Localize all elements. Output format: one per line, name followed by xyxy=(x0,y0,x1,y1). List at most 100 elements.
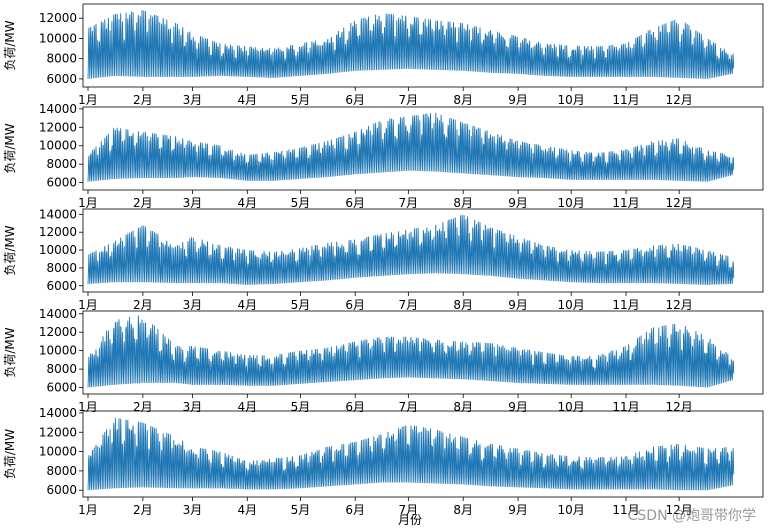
y-tick-label: 12000 xyxy=(39,425,77,439)
x-tick-label: 4月 xyxy=(237,93,257,107)
x-tick-label: 10月 xyxy=(558,400,585,414)
load-series-line xyxy=(87,112,735,182)
x-tick-label: 12月 xyxy=(665,400,692,414)
load-series-line xyxy=(87,214,735,285)
chart-panel-3: 6000 8000 10000 12000 14000 1月 2月 3月 4月 5月 6月 7月 8月 9… xyxy=(3,207,764,312)
y-tick-label: 6000 xyxy=(46,381,77,395)
x-tick-label: 4月 xyxy=(237,298,257,312)
y-tick-label: 10000 xyxy=(39,139,77,153)
watermark: CSDN @炮哥带你学 xyxy=(627,508,756,524)
x-tick-label: 7月 xyxy=(399,196,419,210)
x-tick-label: 7月 xyxy=(399,503,419,517)
x-tick-label: 12月 xyxy=(665,93,692,107)
y-tick-label: 14000 xyxy=(39,207,77,221)
y-tick-label: 8000 xyxy=(46,464,77,478)
x-tick-label: 7月 xyxy=(399,93,419,107)
x-tick-label: 11月 xyxy=(612,400,639,414)
y-tick-label: 10000 xyxy=(39,243,77,257)
y-tick-label: 10000 xyxy=(39,344,77,358)
x-tick-label: 1月 xyxy=(78,93,98,107)
y-tick-label: 6000 xyxy=(46,483,77,497)
x-tick-label: 8月 xyxy=(453,93,473,107)
y-axis-label: 负荷/MW xyxy=(3,20,17,70)
x-tick-label: 3月 xyxy=(183,400,203,414)
x-tick-label: 8月 xyxy=(453,298,473,312)
x-tick-label: 7月 xyxy=(399,298,419,312)
x-tick-label: 9月 xyxy=(508,93,528,107)
x-tick-label: 2月 xyxy=(133,400,153,414)
x-tick-label: 9月 xyxy=(508,503,528,517)
x-tick-label: 8月 xyxy=(453,400,473,414)
x-axis-label: 月份 xyxy=(398,513,422,527)
y-axis-label: 负荷/MW xyxy=(3,327,17,377)
x-tick-label: 6月 xyxy=(345,400,365,414)
x-tick-label: 9月 xyxy=(508,400,528,414)
x-tick-label: 3月 xyxy=(183,503,203,517)
x-tick-label: 9月 xyxy=(508,298,528,312)
x-tick-label: 10月 xyxy=(558,298,585,312)
y-tick-label: 6000 xyxy=(46,279,77,293)
x-tick-label: 5月 xyxy=(291,196,311,210)
y-tick-label: 10000 xyxy=(39,31,77,45)
x-tick-label: 9月 xyxy=(508,196,528,210)
x-tick-label: 11月 xyxy=(612,298,639,312)
axes-frame-4 xyxy=(82,310,764,395)
x-tick-label: 3月 xyxy=(183,298,203,312)
x-tick-label: 11月 xyxy=(612,503,639,517)
x-tick-label: 6月 xyxy=(345,196,365,210)
x-tick-label: 2月 xyxy=(133,298,153,312)
x-tick-label: 12月 xyxy=(665,298,692,312)
y-tick-label: 10000 xyxy=(39,445,77,459)
x-tick-label: 5月 xyxy=(291,503,311,517)
y-tick-label: 6000 xyxy=(46,176,77,190)
y-tick-label: 14000 xyxy=(39,307,77,321)
y-tick-label: 12000 xyxy=(39,225,77,239)
axes-frame-5 xyxy=(82,410,764,498)
y-tick-label: 12000 xyxy=(39,325,77,339)
x-tick-label: 1月 xyxy=(78,503,98,517)
x-tick-label: 10月 xyxy=(558,93,585,107)
x-tick-label: 10月 xyxy=(558,503,585,517)
y-axis-label: 负荷/MW xyxy=(3,429,17,479)
x-tick-label: 4月 xyxy=(237,503,257,517)
x-tick-label: 6月 xyxy=(345,93,365,107)
x-tick-label: 1月 xyxy=(78,400,98,414)
chart-panel-2: 6000 8000 10000 12000 14000 1月 2月 3月 4月 5月 6月 7月 8月 9… xyxy=(3,102,764,210)
x-tick-label: 11月 xyxy=(612,196,639,210)
x-tick-label: 11月 xyxy=(612,93,639,107)
load-series-line xyxy=(87,10,735,79)
axes-frame-3 xyxy=(82,208,764,293)
chart-panel-5: 6000 8000 10000 12000 14000 1月 2月 3月 4月 5月 6月 7月 8月 9… xyxy=(3,406,764,517)
x-tick-label: 1月 xyxy=(78,298,98,312)
y-tick-label: 12000 xyxy=(39,11,77,25)
x-tick-label: 1月 xyxy=(78,196,98,210)
y-tick-label: 8000 xyxy=(46,261,77,275)
axes-frame-1 xyxy=(82,3,764,88)
x-tick-label: 3月 xyxy=(183,93,203,107)
x-tick-label: 6月 xyxy=(345,298,365,312)
x-tick-label: 3月 xyxy=(183,196,203,210)
y-axis-label: 负荷/MW xyxy=(3,225,17,275)
x-tick-label: 12月 xyxy=(665,503,692,517)
x-tick-label: 4月 xyxy=(237,196,257,210)
x-tick-label: 2月 xyxy=(133,93,153,107)
y-tick-label: 8000 xyxy=(46,52,77,66)
x-tick-label: 5月 xyxy=(291,298,311,312)
y-tick-label: 8000 xyxy=(46,362,77,376)
x-tick-label: 2月 xyxy=(133,196,153,210)
x-tick-label: 4月 xyxy=(237,400,257,414)
axes-frame-2 xyxy=(82,106,764,191)
y-tick-label: 6000 xyxy=(46,72,77,86)
x-tick-label: 8月 xyxy=(453,503,473,517)
x-tick-label: 2月 xyxy=(133,503,153,517)
x-tick-label: 12月 xyxy=(665,196,692,210)
chart-panel-1: 6000 8000 10000 12000 1月 2月 3月 4月 5月 6月 7月 8月 9月 10月 1… xyxy=(3,3,764,107)
y-axis-label: 负荷/MW xyxy=(3,123,17,173)
x-tick-label: 6月 xyxy=(345,503,365,517)
y-tick-label: 8000 xyxy=(46,157,77,171)
load-series-line xyxy=(87,417,735,491)
load-series-line xyxy=(87,315,735,388)
x-tick-label: 8月 xyxy=(453,196,473,210)
